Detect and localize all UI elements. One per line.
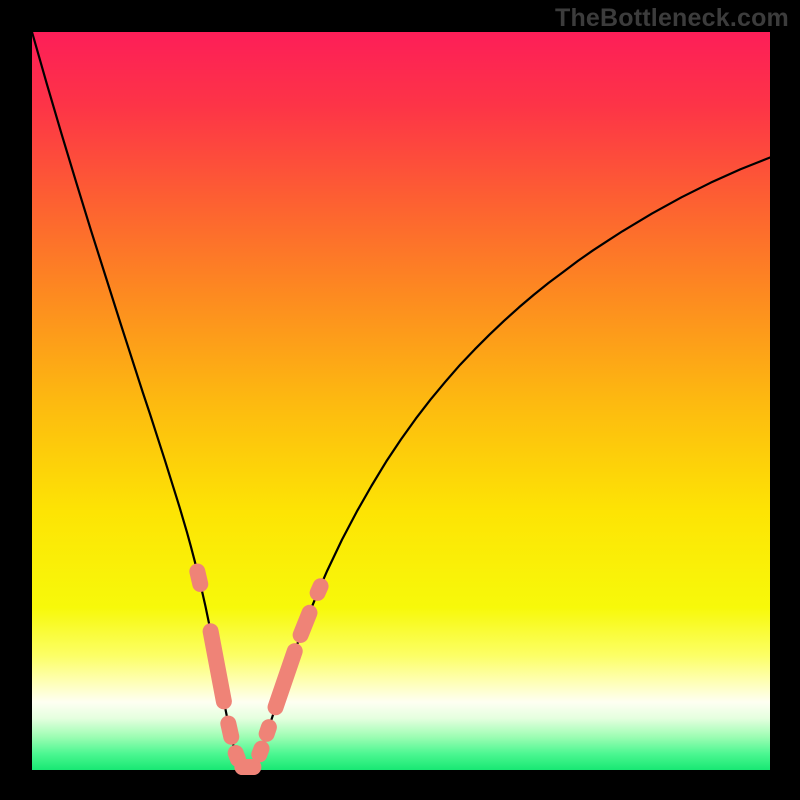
marker-pill-5 xyxy=(259,749,261,755)
marker-pill-8 xyxy=(301,613,310,635)
marker-pill-7 xyxy=(276,651,295,707)
marker-pill-9 xyxy=(318,586,321,593)
chart-svg xyxy=(0,0,800,800)
marker-pill-2 xyxy=(228,724,231,737)
bottleneck-curve xyxy=(32,32,770,770)
marker-pill-6 xyxy=(267,727,269,734)
marker-pill-3 xyxy=(236,753,238,759)
marker-pill-0 xyxy=(197,571,200,584)
marker-pill-1 xyxy=(211,631,224,701)
marker-group xyxy=(197,571,320,767)
watermark: TheBottleneck.com xyxy=(555,4,789,33)
